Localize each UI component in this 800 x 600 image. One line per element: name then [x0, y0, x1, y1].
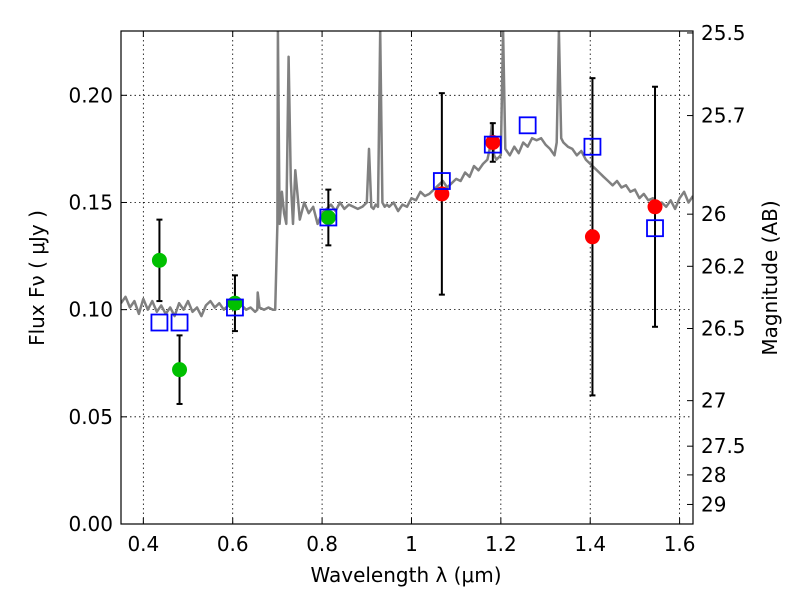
- data-point-circle: [151, 252, 167, 268]
- data-point-circle: [434, 186, 450, 202]
- data-point-circle: [172, 362, 188, 378]
- x-tick-label: 1.4: [574, 532, 606, 556]
- data-point-circle: [320, 209, 336, 225]
- x-tick-label: 0.8: [306, 532, 338, 556]
- x-tick-label: 1.6: [664, 532, 696, 556]
- y-tick-label: 0.10: [68, 298, 113, 322]
- model-flux-square: [518, 116, 537, 135]
- grid-lines: [121, 31, 693, 525]
- plot-background: [121, 31, 693, 524]
- x-tick-label: 0.6: [217, 532, 249, 556]
- model-flux-square: [483, 135, 502, 154]
- axis-ticks: 0.4 0.6 0.8 1 1.2 1.4 1.6 0.00 0.05 0.10 0.15 0.20 2…: [68, 21, 745, 556]
- x-tick-label: 1: [405, 532, 418, 556]
- right-tick-label: 27: [701, 389, 726, 413]
- model-flux-square: [319, 208, 338, 227]
- right-tick-label: 26: [701, 202, 726, 226]
- data-point-circle: [485, 134, 501, 150]
- y-tick-label: 0.20: [68, 83, 113, 107]
- data-point-circle: [647, 199, 663, 215]
- right-tick-label: 27.5: [701, 434, 746, 458]
- y-tick-label: 0.00: [68, 512, 113, 536]
- right-tick-label: 25.5: [701, 21, 746, 45]
- data-point-circle: [227, 295, 243, 311]
- model-flux-square: [226, 298, 244, 317]
- plot-frame: [120, 30, 694, 525]
- model-flux-square: [170, 313, 189, 332]
- right-tick-label: 26.2: [701, 254, 746, 278]
- model-flux-square: [646, 219, 664, 238]
- right-tick-label: 29: [701, 492, 726, 516]
- model-flux-square: [432, 172, 451, 190]
- right-tick-label: 25.7: [701, 104, 746, 128]
- data-points: [150, 116, 664, 378]
- model-flux-square: [583, 137, 602, 156]
- model-flux-square: [150, 313, 169, 332]
- y-tick-label: 0.15: [68, 190, 113, 214]
- data-point-circle: [584, 229, 600, 245]
- y-axis-right-label: Magnitude (AB): [758, 200, 782, 355]
- x-tick-label: 1.2: [485, 532, 517, 556]
- x-tick-label: 0.4: [127, 532, 159, 556]
- y-tick-label: 0.05: [68, 405, 113, 429]
- right-tick-label: 28: [701, 463, 726, 487]
- y-axis-label: Flux Fν ( μJy ): [25, 210, 49, 346]
- right-tick-label: 26.5: [701, 317, 746, 341]
- x-axis-label: Wavelength λ (μm): [310, 563, 501, 587]
